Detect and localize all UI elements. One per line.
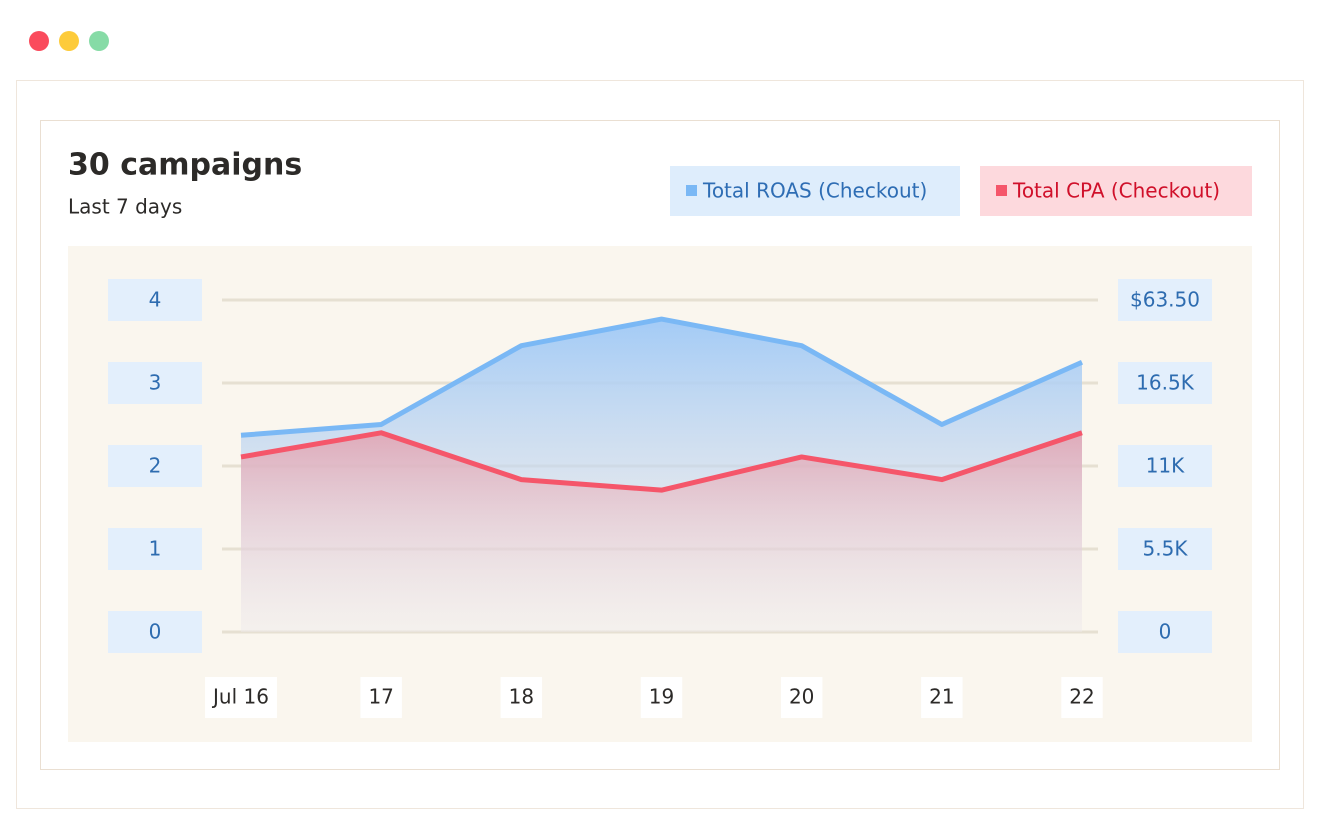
y-tick-label: 4 [149, 288, 162, 312]
y2-tick-label: 11K [1146, 454, 1185, 478]
x-tick-box [1061, 677, 1103, 718]
y-tick-box [108, 362, 202, 404]
y2-top-label: $63.50 [1130, 288, 1200, 312]
series-line [240, 430, 1083, 493]
y-tick-box [108, 279, 202, 321]
window-minimize[interactable] [59, 31, 79, 51]
y2-tick-label: 0 [1159, 620, 1172, 644]
x-tick-label: 20 [789, 685, 814, 709]
x-tick-box [500, 677, 543, 718]
x-tick-label: 19 [649, 685, 674, 709]
y2-tick-box [1118, 445, 1212, 487]
window-maximize[interactable] [89, 31, 109, 51]
legend-label: Total CPA (Checkout) [1012, 179, 1220, 203]
y-tick-box [108, 445, 202, 487]
x-tick-box [360, 677, 402, 718]
y-tick-label: 0 [149, 620, 162, 644]
y2-tick-box [1118, 279, 1212, 321]
y-tick-label: 3 [149, 371, 162, 395]
x-tick-label: 22 [1069, 685, 1094, 709]
card-title: 30 campaigns [68, 148, 302, 183]
x-tick-label: Jul 16 [211, 685, 269, 709]
x-tick-box [640, 677, 683, 718]
y2-tick-box [1118, 528, 1212, 570]
y2-tick-label: 5.5K [1143, 537, 1189, 561]
card-subtitle: Last 7 days [68, 195, 182, 219]
legend-swatch [686, 185, 697, 196]
y-tick-box [108, 611, 202, 653]
x-tick-box [780, 677, 823, 718]
x-tick-label: 18 [509, 685, 534, 709]
legend-swatch [996, 185, 1007, 196]
y2-tick-box [1118, 611, 1212, 653]
x-tick-label: 21 [929, 685, 954, 709]
legend-box [980, 166, 1252, 216]
y2-tick-label: 16.5K [1136, 371, 1195, 395]
legend-label: Total ROAS (Checkout) [702, 179, 927, 203]
y-tick-label: 1 [149, 537, 162, 561]
y2-tick-box [1118, 362, 1212, 404]
x-tick-box [205, 677, 277, 718]
series-area [241, 432, 1082, 632]
legend-box [670, 166, 960, 216]
x-tick-box [921, 677, 963, 718]
series-line [240, 316, 1084, 438]
window-close[interactable] [29, 31, 49, 51]
y-tick-box [108, 528, 202, 570]
x-tick-label: 17 [368, 685, 393, 709]
y-tick-label: 2 [149, 454, 162, 478]
